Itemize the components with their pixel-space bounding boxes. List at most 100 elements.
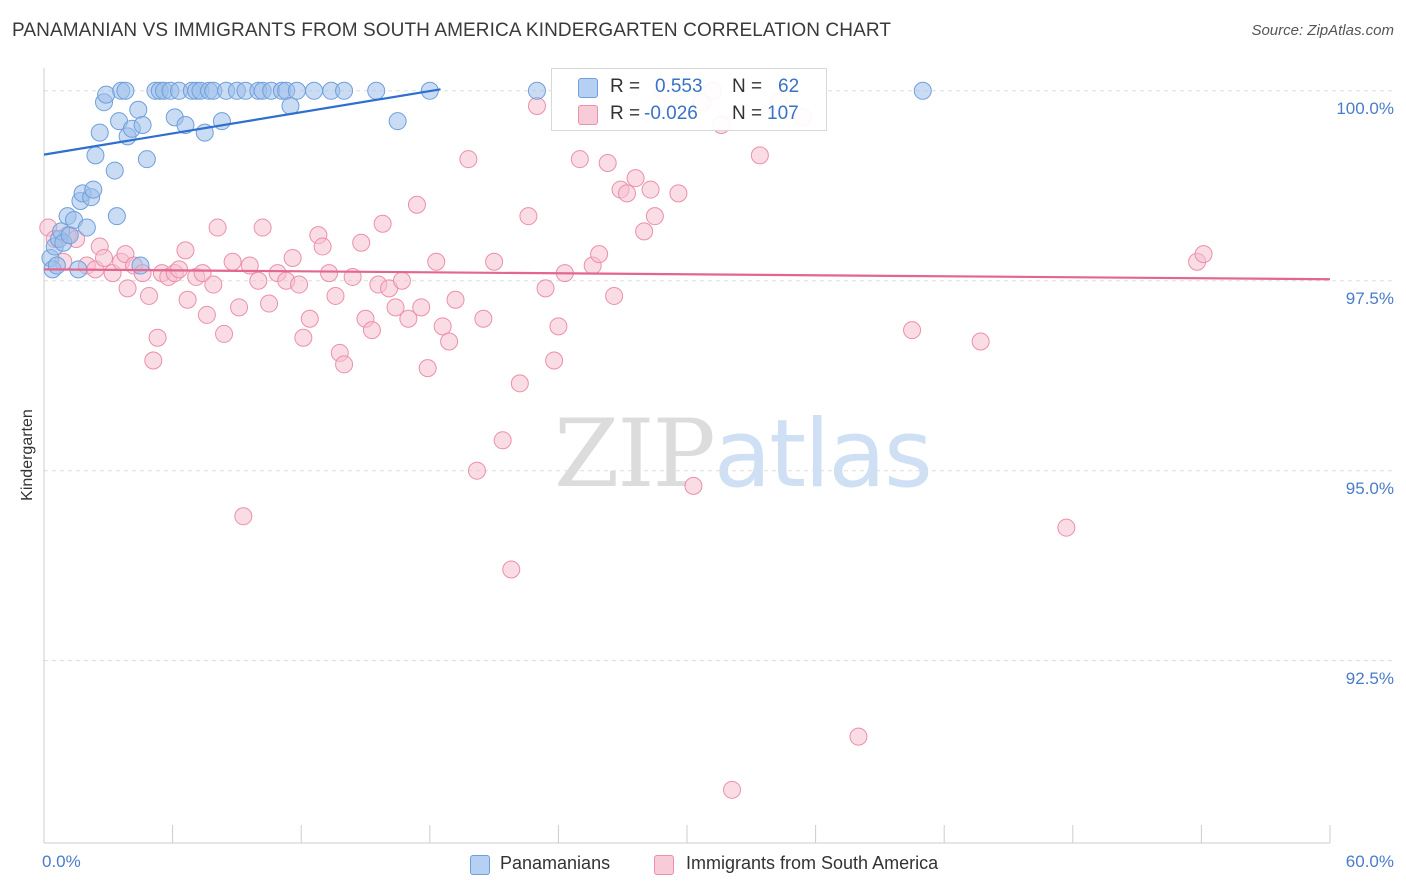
data-point [433, 317, 452, 336]
y-axis-label: Kindergarten [19, 409, 36, 501]
data-point [598, 153, 617, 172]
data-point [105, 161, 124, 180]
data-point [47, 256, 66, 275]
source-credit: Source: ZipAtlas.com [1251, 22, 1394, 39]
data-point [527, 81, 546, 100]
data-point [326, 286, 345, 305]
data-point [849, 727, 868, 746]
trend-line-immigrants [43, 268, 1331, 281]
bottom-legend-swatch-blue [470, 855, 490, 875]
data-point [84, 180, 103, 199]
data-point [131, 256, 150, 275]
data-point [903, 321, 922, 340]
data-point [386, 298, 405, 317]
y-tick-label: 92.5% [1345, 668, 1394, 688]
data-point [107, 207, 126, 226]
data-point [305, 81, 324, 100]
data-point [118, 279, 137, 298]
data-point [536, 279, 555, 298]
data-point [335, 355, 354, 374]
data-point [427, 252, 446, 271]
data-point [510, 374, 529, 393]
data-point [320, 264, 339, 283]
data-point [418, 359, 437, 378]
bottom-legend-swatch-pink [654, 855, 674, 875]
data-point [467, 461, 486, 480]
data-point [137, 150, 156, 169]
legend-n-value: 62 [778, 76, 800, 97]
y-tick-label: 100.0% [1336, 98, 1394, 118]
data-point [412, 298, 431, 317]
bottom-legend-panamanians: Panamanians [470, 853, 640, 877]
legend-swatch-pink [578, 105, 598, 125]
data-point [373, 214, 392, 233]
data-point [446, 290, 465, 309]
data-point [234, 507, 253, 526]
data-point [352, 233, 371, 252]
data-point [605, 286, 624, 305]
data-point [253, 218, 272, 237]
trend-line-panamanians [43, 88, 441, 156]
data-point [260, 294, 279, 313]
data-point [388, 112, 407, 131]
data-point [392, 271, 411, 290]
data-point [230, 298, 249, 317]
legend-n-label: N = [732, 76, 763, 97]
data-point [313, 237, 332, 256]
data-point [116, 81, 135, 100]
data-point [570, 150, 589, 169]
data-point [399, 309, 418, 328]
data-point [626, 169, 645, 188]
data-point [502, 560, 521, 579]
data-point [362, 321, 381, 340]
data-point [527, 96, 546, 115]
series-immigrants-points [39, 81, 1213, 799]
data-point [133, 115, 152, 134]
data-point [223, 252, 242, 271]
watermark-atlas: atlas [713, 400, 933, 509]
data-point [485, 252, 504, 271]
data-point [204, 275, 223, 294]
data-point [77, 218, 96, 237]
x-tick-label-min: 0.0% [42, 852, 81, 871]
gridlines [44, 90, 1392, 662]
stats-legend: R = 0.553 N = 62 R = -0.026 N = 107 [551, 68, 827, 131]
x-tick-label-max: 60.0% [1345, 852, 1394, 871]
legend-r-value: 0.553 [655, 76, 703, 97]
data-point [1194, 245, 1213, 264]
y-tick-label: 95.0% [1345, 478, 1394, 498]
trend-lines [43, 88, 1331, 281]
data-point [723, 780, 742, 799]
data-point [635, 222, 654, 241]
data-point [617, 184, 636, 203]
y-tick-label: 97.5% [1345, 288, 1394, 308]
chart-title: PANAMANIAN VS IMMIGRANTS FROM SOUTH AMER… [12, 20, 892, 41]
data-point [97, 85, 116, 104]
legend-r-value: -0.026 [644, 103, 698, 124]
bottom-legend-label: Immigrants from South America [686, 853, 939, 873]
data-point [287, 81, 306, 100]
data-point [95, 248, 114, 267]
data-point [684, 476, 703, 495]
data-point [367, 81, 386, 100]
data-point [290, 275, 309, 294]
data-point [300, 309, 319, 328]
data-point [549, 317, 568, 336]
data-point [1057, 518, 1076, 537]
data-point [641, 180, 660, 199]
bottom-legend-label: Panamanians [500, 853, 611, 873]
data-point [249, 271, 268, 290]
data-point [129, 100, 148, 119]
data-point [140, 286, 159, 305]
data-point [283, 248, 302, 267]
data-point [90, 123, 109, 142]
legend-n-label: N = [732, 103, 763, 124]
data-point [144, 351, 163, 370]
legend-n-value: 107 [767, 103, 799, 124]
data-point [193, 264, 212, 283]
data-point [545, 351, 564, 370]
axes [43, 68, 1331, 844]
legend-r-label: R = [610, 76, 641, 97]
data-point [493, 431, 512, 450]
